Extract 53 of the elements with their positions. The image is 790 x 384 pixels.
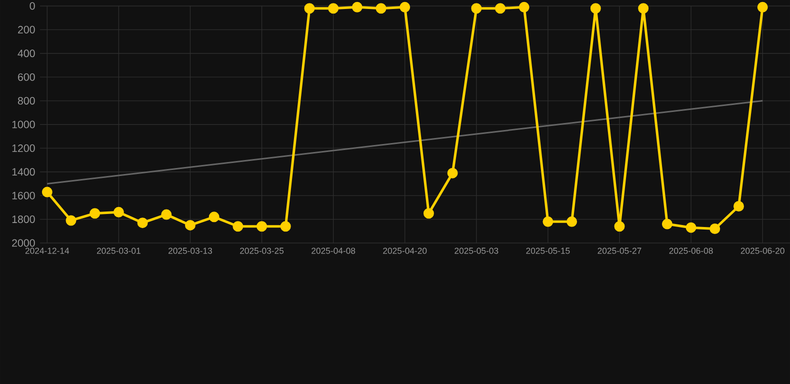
point bbox=[42, 186, 52, 198]
x-tick-label: 2025-06-20 bbox=[740, 248, 784, 254]
point bbox=[90, 208, 100, 219]
point bbox=[161, 209, 172, 220]
x-tick-label: 2025-03-01 bbox=[96, 248, 140, 254]
y-tick-label: 1400 bbox=[12, 168, 35, 176]
y-tick-label: 0 bbox=[30, 2, 35, 10]
y-tick-label: 1200 bbox=[12, 144, 35, 152]
point bbox=[542, 216, 554, 227]
point bbox=[113, 206, 124, 218]
y-tick-label: 400 bbox=[18, 50, 35, 58]
point bbox=[495, 3, 506, 14]
y-tick-label: 200 bbox=[18, 26, 35, 34]
point bbox=[638, 3, 649, 14]
point bbox=[566, 216, 578, 227]
point bbox=[518, 2, 530, 12]
point bbox=[590, 3, 601, 14]
point bbox=[614, 221, 625, 232]
y-tick-label: 1600 bbox=[12, 192, 35, 200]
point bbox=[710, 224, 720, 234]
x-tick-label: 2025-04-08 bbox=[312, 248, 356, 254]
point bbox=[471, 3, 482, 14]
point bbox=[137, 218, 148, 228]
point bbox=[280, 221, 291, 232]
point bbox=[400, 2, 410, 12]
point bbox=[256, 221, 268, 232]
x-tick-label: 2025-04-20 bbox=[383, 248, 427, 254]
x-tick-label: 2025-05-15 bbox=[526, 248, 570, 254]
point bbox=[208, 212, 220, 222]
y-tick-label: 1800 bbox=[12, 216, 35, 224]
point bbox=[328, 3, 339, 14]
point bbox=[232, 221, 244, 232]
y-tick-label: 600 bbox=[18, 73, 35, 81]
point bbox=[447, 168, 458, 178]
point bbox=[423, 208, 434, 219]
point bbox=[757, 2, 768, 12]
point bbox=[662, 218, 672, 230]
point bbox=[66, 215, 76, 226]
x-tick-label: 2025-06-08 bbox=[669, 248, 713, 254]
x-tick-label: 2025-05-27 bbox=[598, 248, 642, 254]
point bbox=[184, 220, 196, 230]
y-tick-label: 2000 bbox=[12, 239, 35, 247]
y-tick-label: 1000 bbox=[12, 120, 35, 128]
point bbox=[352, 2, 362, 12]
x-tick-label: 2024-12-14 bbox=[25, 248, 70, 254]
x-tick-label: 2025-05-03 bbox=[454, 248, 498, 254]
point bbox=[686, 222, 696, 233]
point bbox=[376, 3, 386, 14]
y-tick-label: 800 bbox=[18, 97, 35, 105]
x-tick-label: 2025-03-13 bbox=[168, 248, 212, 254]
point bbox=[733, 201, 744, 212]
point bbox=[304, 3, 315, 14]
x-tick-label: 2025-03-25 bbox=[240, 248, 284, 254]
